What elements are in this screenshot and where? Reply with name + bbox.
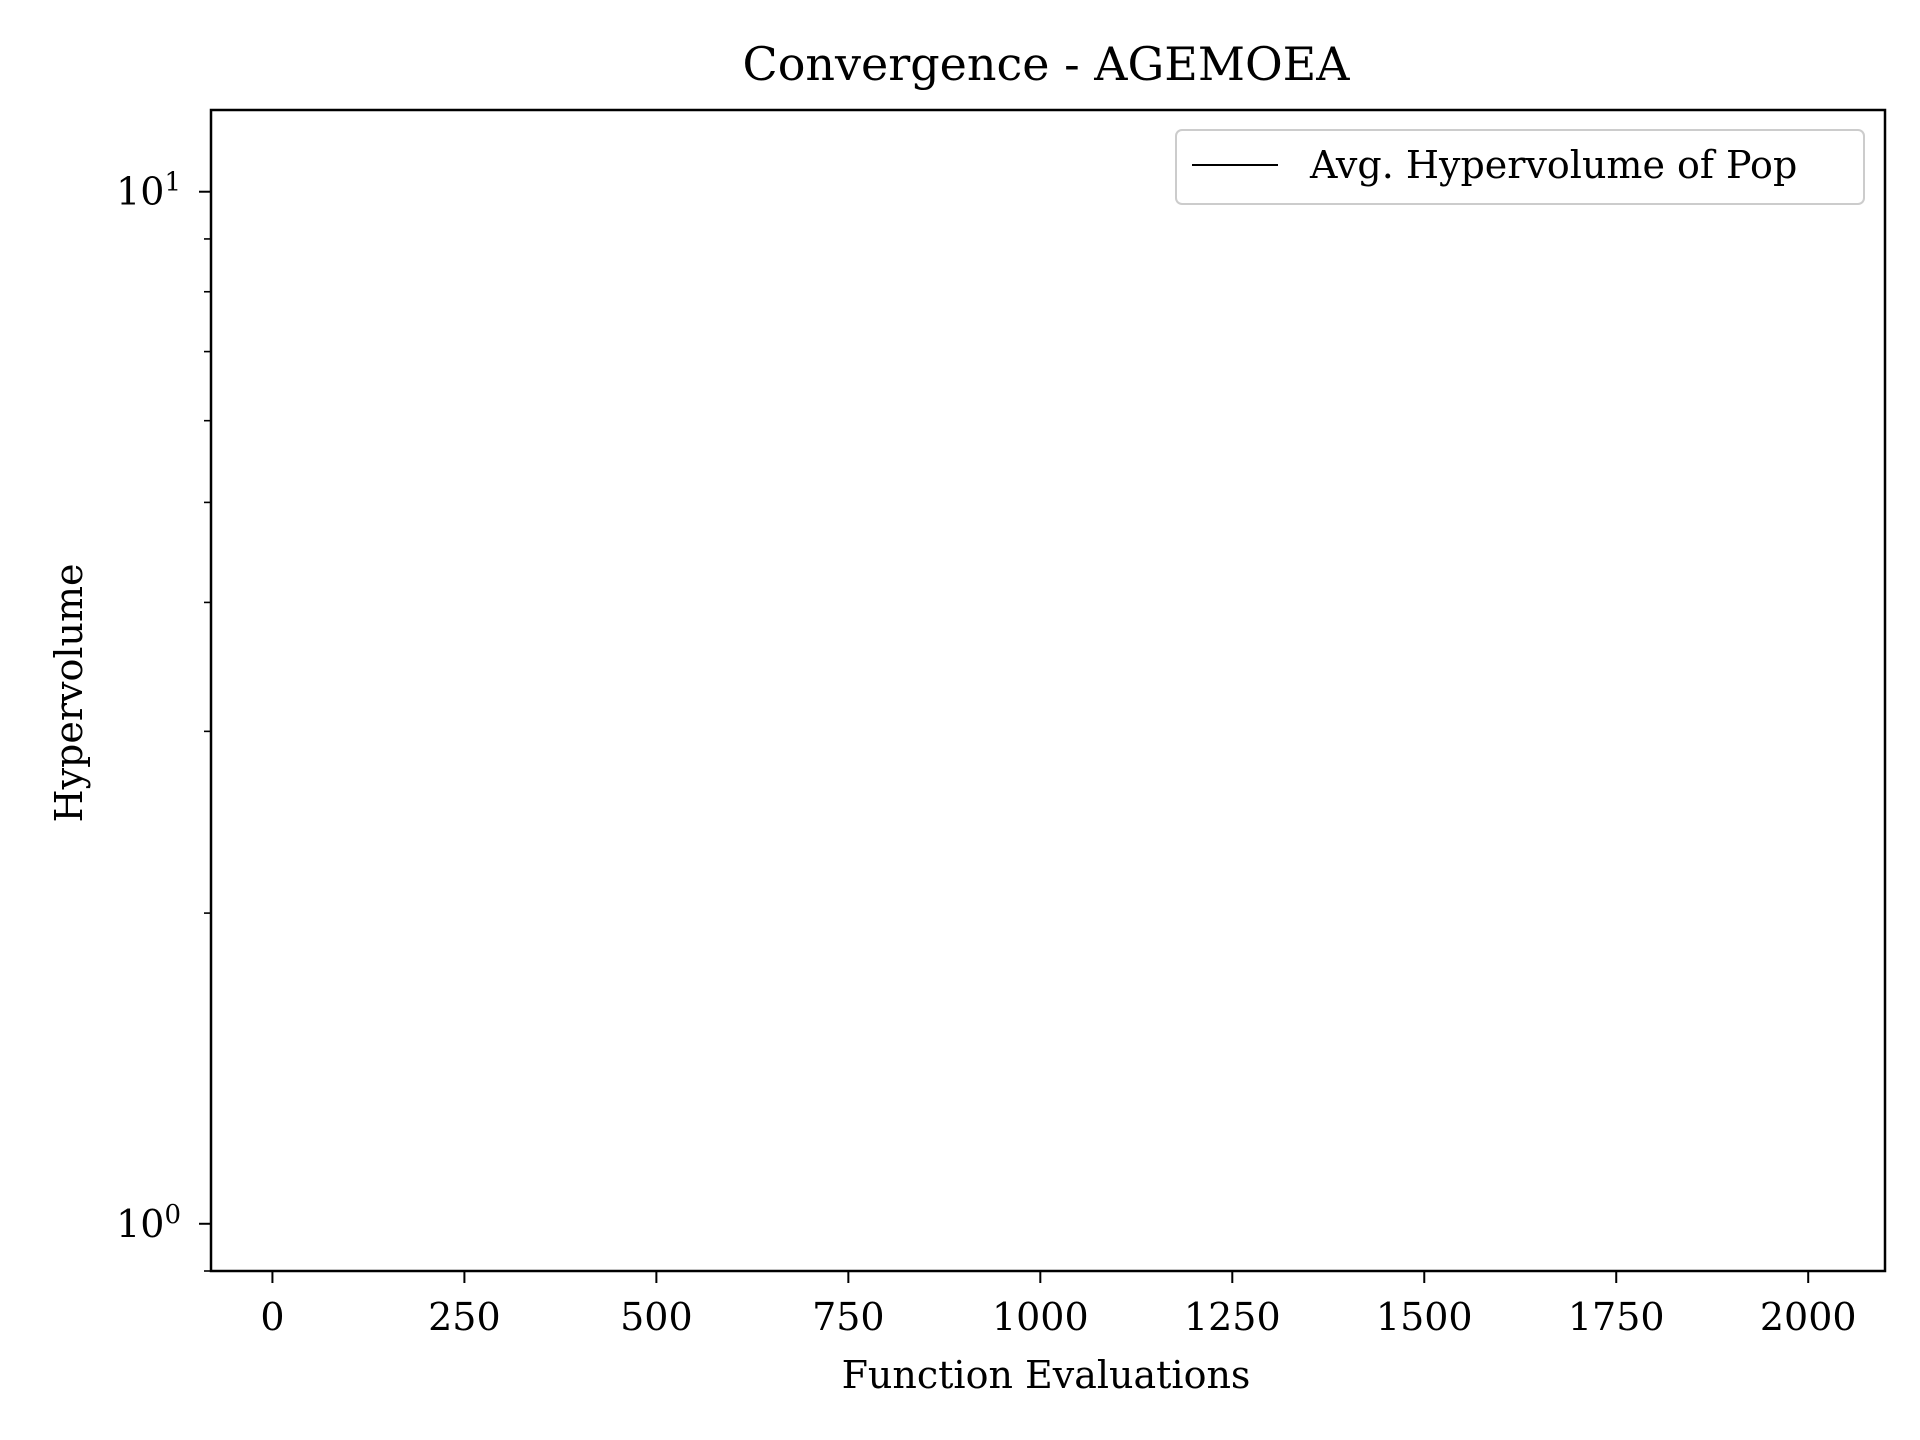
x-tick-label: 1000 (992, 1295, 1089, 1339)
x-tick-label: 750 (812, 1295, 885, 1339)
y-tick-label: 101 (116, 168, 181, 214)
legend: Avg. Hypervolume of Pop (1175, 129, 1865, 205)
x-axis-label: Function Evaluations (842, 1353, 1251, 1397)
chart-title: Convergence - AGEMOEA (743, 37, 1351, 91)
y-axis: 100 101 (116, 168, 211, 1272)
y-tick-label: 100 (116, 1200, 181, 1246)
x-tick-label: 2000 (1760, 1295, 1857, 1339)
x-tick-label: 0 (260, 1295, 284, 1339)
x-tick-label: 250 (428, 1295, 501, 1339)
legend-box (1175, 129, 1865, 205)
x-tick-label: 1250 (1184, 1295, 1281, 1339)
x-axis: 0 250 500 750 1000 1250 1500 1750 2000 (260, 1271, 1857, 1339)
x-tick-label: 1500 (1376, 1295, 1473, 1339)
x-tick-label: 1750 (1568, 1295, 1665, 1339)
legend-label: Avg. Hypervolume of Pop (1309, 143, 1797, 187)
y-axis-label: Hypervolume (47, 563, 91, 822)
x-tick-label: 500 (620, 1295, 693, 1339)
plot-area (209, 108, 1887, 1273)
